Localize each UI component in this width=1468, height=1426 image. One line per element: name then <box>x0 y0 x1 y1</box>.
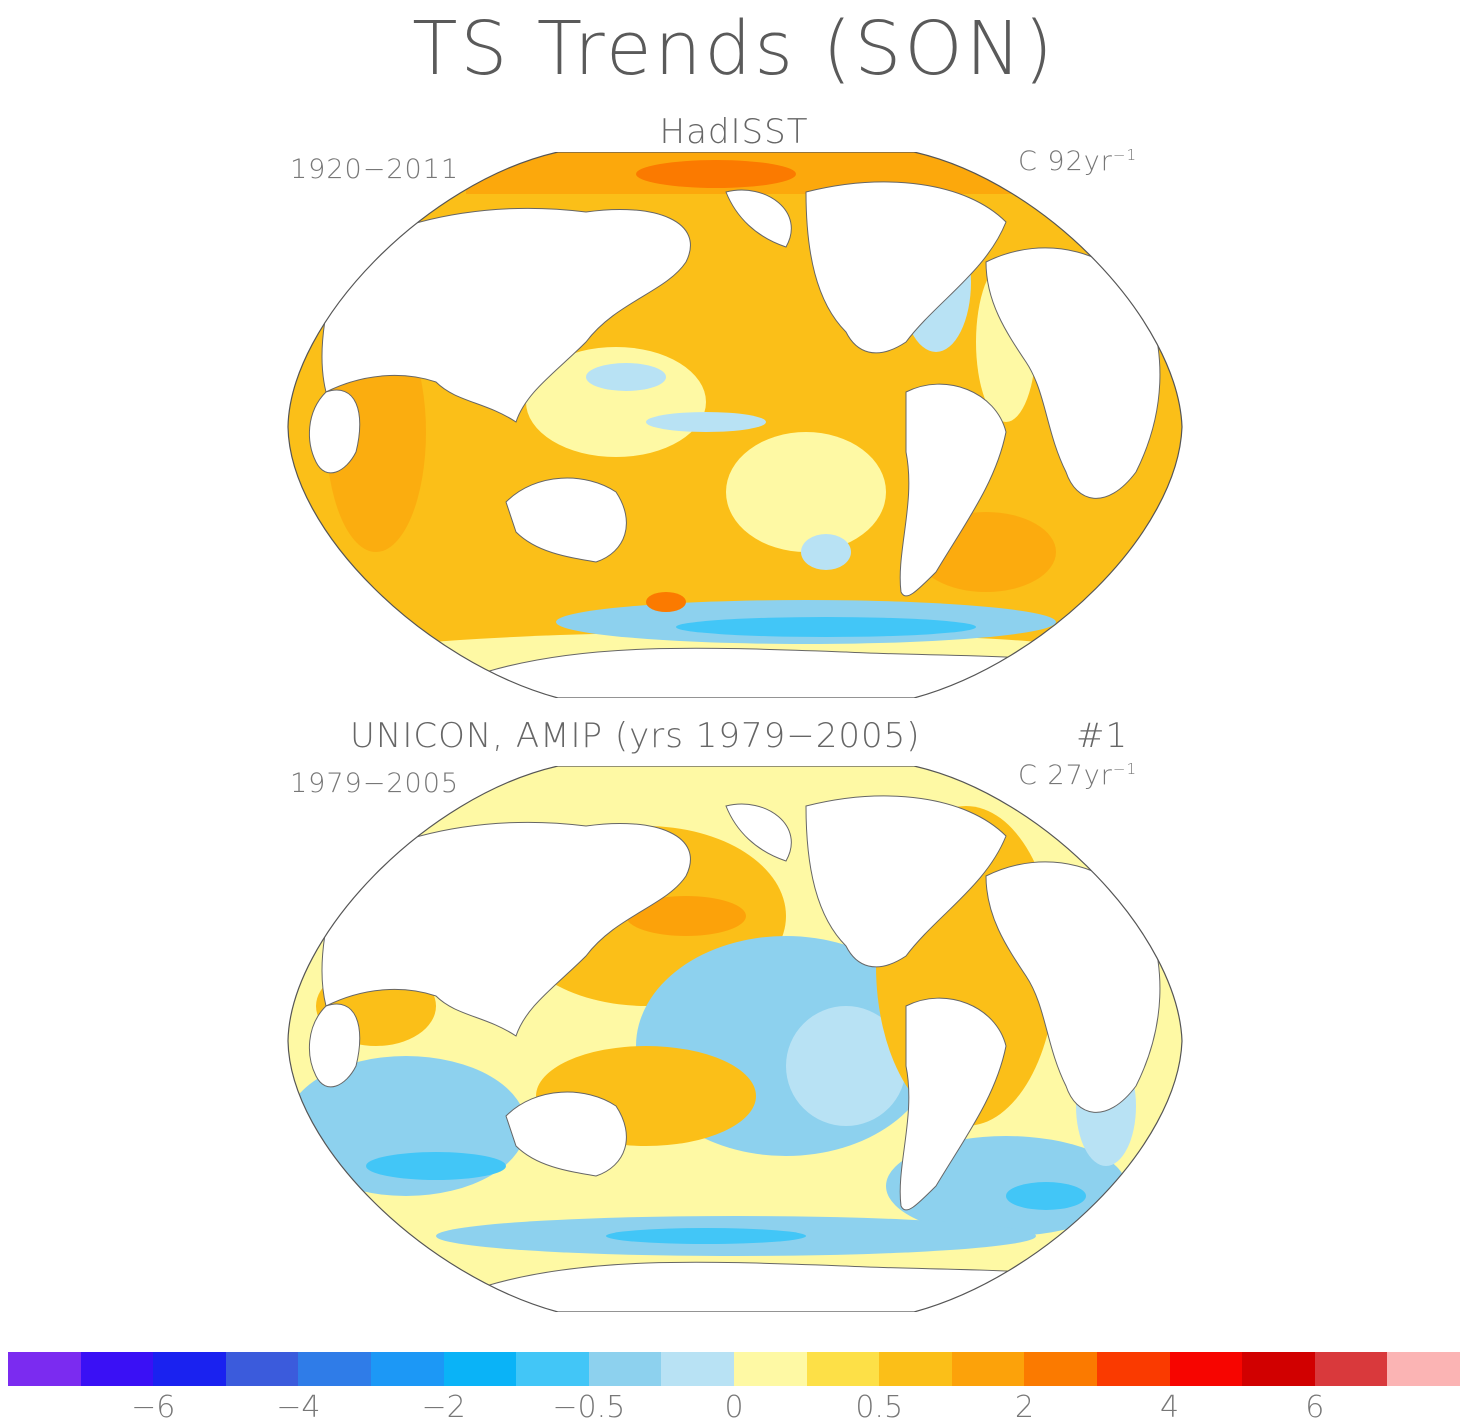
colorbar-tick-label: 4 <box>1160 1390 1180 1425</box>
figure-title: TS Trends (SON) <box>412 6 1056 92</box>
panel-2-map <box>287 766 1183 1312</box>
colorbar-segment <box>1242 1352 1315 1386</box>
colorbar-segment <box>1024 1352 1097 1386</box>
panel-2-title: UNICON, AMIP (yrs 1979−2005) <box>350 716 921 756</box>
colorbar-tick-label: −2 <box>421 1390 466 1425</box>
panel-2-units: C 27yr−1 <box>1018 760 1137 791</box>
colorbar-segment <box>298 1352 371 1386</box>
colorbar-segment <box>225 1352 299 1386</box>
colorbar-segment <box>806 1352 880 1386</box>
colorbar-segment <box>879 1352 952 1386</box>
panel-1-map <box>287 152 1183 698</box>
colorbar-segment <box>370 1352 444 1386</box>
colorbar-tick-label: 6 <box>1305 1390 1325 1425</box>
colorbar-tick-label: −6 <box>131 1390 176 1425</box>
panel-2-period: 1979−2005 <box>290 768 460 799</box>
colorbar-segment <box>516 1352 589 1386</box>
panel-1-title: HadISST <box>659 112 809 152</box>
colorbar-segment <box>8 1352 81 1386</box>
colorbar-tick-label: 2 <box>1014 1390 1034 1425</box>
colorbar-tick-label: −0.5 <box>552 1390 626 1425</box>
colorbar-tick-label: −4 <box>276 1390 321 1425</box>
colorbar-segment <box>733 1352 807 1386</box>
land-mass-icon <box>308 795 1161 1312</box>
colorbar-tick-label: 0.5 <box>855 1390 904 1425</box>
colorbar-segment <box>951 1352 1025 1386</box>
colorbar-segment <box>661 1352 734 1386</box>
colorbar <box>8 1352 1460 1386</box>
colorbar-segment <box>1314 1352 1388 1386</box>
land-mass-icon <box>308 181 1161 698</box>
colorbar-segment <box>443 1352 517 1386</box>
colorbar-segment <box>588 1352 662 1386</box>
colorbar-segment <box>80 1352 154 1386</box>
colorbar-segment <box>1096 1352 1170 1386</box>
panel-2-run: #1 <box>1076 716 1129 756</box>
colorbar-segment <box>153 1352 226 1386</box>
colorbar-segment <box>1387 1352 1460 1386</box>
colorbar-segment <box>1169 1352 1243 1386</box>
colorbar-tick-label: 0 <box>724 1390 744 1425</box>
panel-1-units: C 92yr−1 <box>1018 146 1137 177</box>
panel-1-period: 1920−2011 <box>290 154 460 185</box>
